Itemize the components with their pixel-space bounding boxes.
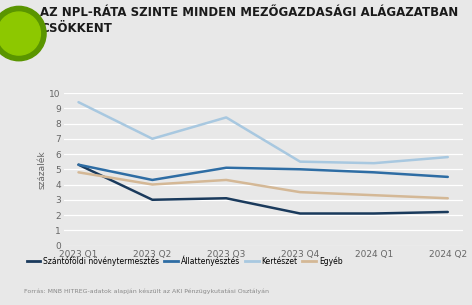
Y-axis label: százalék: százalék [38,150,47,188]
Circle shape [0,6,46,61]
Circle shape [0,12,41,55]
Text: AZ NPL-RÁTA SZINTE MINDEN MEZŐGAZDASÁGI ALÁGAZATBAN
CSÖKKENT: AZ NPL-RÁTA SZINTE MINDEN MEZŐGAZDASÁGI … [40,6,458,34]
Legend: Szántóföldi növénytermesztés, Állattenyésztés, Kertészet, Egyéb: Szántóföldi növénytermesztés, Állattenyé… [24,253,346,269]
Text: Forrás: MNB HITREG-adatok alapján készült az AKI Pénzügykutatási Osztályán: Forrás: MNB HITREG-adatok alapján készül… [24,289,269,294]
